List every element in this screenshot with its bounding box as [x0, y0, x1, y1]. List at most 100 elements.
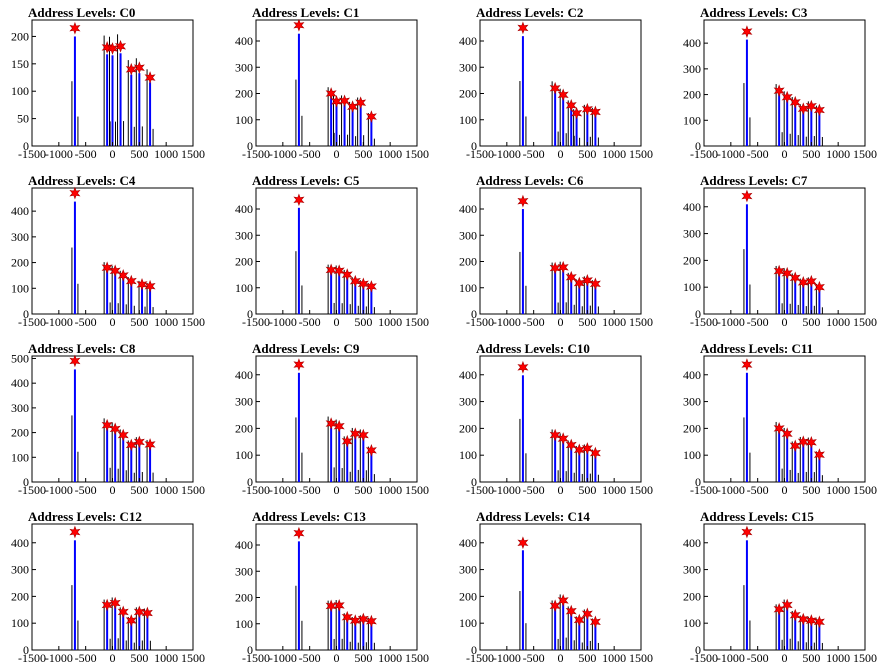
x-tick-label: 1500 [629, 315, 653, 329]
panel-title: Address Levels: C15 [700, 509, 814, 524]
y-tick-label: 0 [247, 307, 253, 321]
y-tick-label: 400 [683, 536, 701, 550]
x-tick-label: -1000 [717, 315, 745, 329]
x-tick-label: -1000 [45, 147, 73, 161]
peak-marker [125, 438, 137, 452]
y-tick-label: 300 [459, 228, 477, 242]
x-tick-label: 500 [578, 483, 596, 497]
histogram-bar [146, 615, 149, 650]
y-tick-label: 300 [683, 227, 701, 241]
peak-marker [797, 102, 809, 116]
panel-title: Address Levels: C8 [28, 341, 136, 356]
peak-marker [333, 599, 345, 612]
histogram-bar [818, 456, 821, 482]
x-tick-label: 1000 [378, 651, 402, 665]
peak-marker [144, 438, 156, 451]
histogram-bar [370, 118, 373, 146]
histogram-bar [594, 114, 597, 146]
y-tick-label: 0 [247, 139, 253, 153]
y-tick-label: 300 [683, 563, 701, 577]
y-tick-label: 0 [23, 139, 29, 153]
x-tick-label: -500 [299, 483, 321, 497]
y-tick-label: 100 [459, 281, 477, 295]
x-tick-label: 0 [558, 483, 564, 497]
y-tick-label: 400 [459, 202, 477, 216]
y-tick-label: 400 [459, 34, 477, 48]
histogram-bar [562, 98, 565, 146]
y-tick-label: 100 [235, 448, 253, 462]
histogram-bar [330, 427, 333, 482]
chart-panel: Address Levels: C11 0 100 200 300 400 -1500 -10… [672, 336, 896, 504]
y-tick-label: 500 [11, 351, 29, 365]
chart-panel: Address Levels: C12 0 100 200 300 400 -1500 -10… [0, 504, 224, 672]
y-tick-label: 300 [235, 395, 253, 409]
x-tick-label: -500 [75, 651, 97, 665]
peak-marker [797, 435, 809, 449]
peak-marker [117, 269, 129, 282]
x-tick-label: 1500 [181, 147, 205, 161]
x-tick-label: 0 [334, 651, 340, 665]
x-tick-label: -1500 [466, 651, 494, 665]
x-tick-label: 0 [558, 651, 564, 665]
peak-marker [517, 360, 529, 374]
x-tick-label: 500 [578, 315, 596, 329]
y-tick-label: 300 [235, 228, 253, 242]
y-tick-label: 100 [11, 450, 29, 464]
peak-marker [115, 39, 127, 53]
y-tick-label: 100 [459, 448, 477, 462]
x-tick-label: 500 [354, 483, 372, 497]
histogram-bar [297, 541, 300, 650]
histogram-bar [138, 73, 141, 146]
x-tick-label: -1500 [466, 147, 494, 161]
peak-marker [325, 87, 337, 100]
x-tick-label: -1000 [493, 483, 521, 497]
peak-marker [293, 358, 305, 371]
x-tick-label: 1500 [405, 315, 429, 329]
histogram-bar [73, 201, 76, 314]
y-tick-label: 0 [247, 643, 253, 657]
y-tick-label: 50 [17, 112, 29, 126]
y-tick-label: 400 [683, 368, 701, 382]
histogram-bar [594, 285, 597, 314]
chart-panel: Address Levels: C15 0 100 200 300 400 -1500 -10… [672, 504, 896, 672]
histogram-bar [521, 550, 524, 650]
histogram-bar [810, 283, 813, 314]
y-tick-label: 100 [11, 281, 29, 295]
peak-marker [789, 271, 801, 285]
peak-marker [813, 448, 825, 462]
peak-marker [581, 442, 593, 455]
y-tick-label: 100 [459, 113, 477, 127]
histogram-bar [346, 277, 349, 314]
x-tick-label: -1000 [269, 147, 297, 161]
x-tick-label: -500 [299, 147, 321, 161]
histogram-bar [794, 280, 797, 314]
peak-marker [741, 358, 753, 371]
peak-marker [69, 354, 81, 368]
y-tick-label: 0 [471, 307, 477, 321]
histogram-bar [338, 273, 341, 314]
histogram-bar [106, 54, 109, 146]
histogram-bar [818, 623, 821, 650]
y-tick-label: 200 [459, 589, 477, 603]
y-tick-label: 300 [683, 395, 701, 409]
chart-panel: Address Levels: C1 0 100 200 300 400 -1500 -100… [224, 0, 448, 168]
histogram-bar [114, 606, 117, 650]
x-tick-label: 500 [578, 147, 596, 161]
y-tick-label: 100 [683, 616, 701, 630]
histogram-bar [570, 613, 573, 650]
peak-marker [325, 417, 337, 430]
peak-marker [589, 105, 601, 119]
panel-title: Address Levels: C4 [28, 173, 136, 188]
peak-marker [805, 99, 817, 113]
peak-marker [355, 96, 367, 110]
histogram-bar [578, 452, 581, 482]
x-tick-label: 0 [110, 147, 116, 161]
x-tick-label: -1500 [466, 315, 494, 329]
peak-marker [589, 446, 601, 460]
x-tick-label: -500 [523, 651, 545, 665]
x-tick-label: 500 [802, 483, 820, 497]
x-tick-label: 1000 [826, 315, 850, 329]
peak-marker [349, 274, 361, 288]
histogram-plot: 0 100 200 300 400 -1500-1000 -500 0 500 1000 1500 [459, 355, 653, 497]
peak-marker [117, 605, 129, 619]
